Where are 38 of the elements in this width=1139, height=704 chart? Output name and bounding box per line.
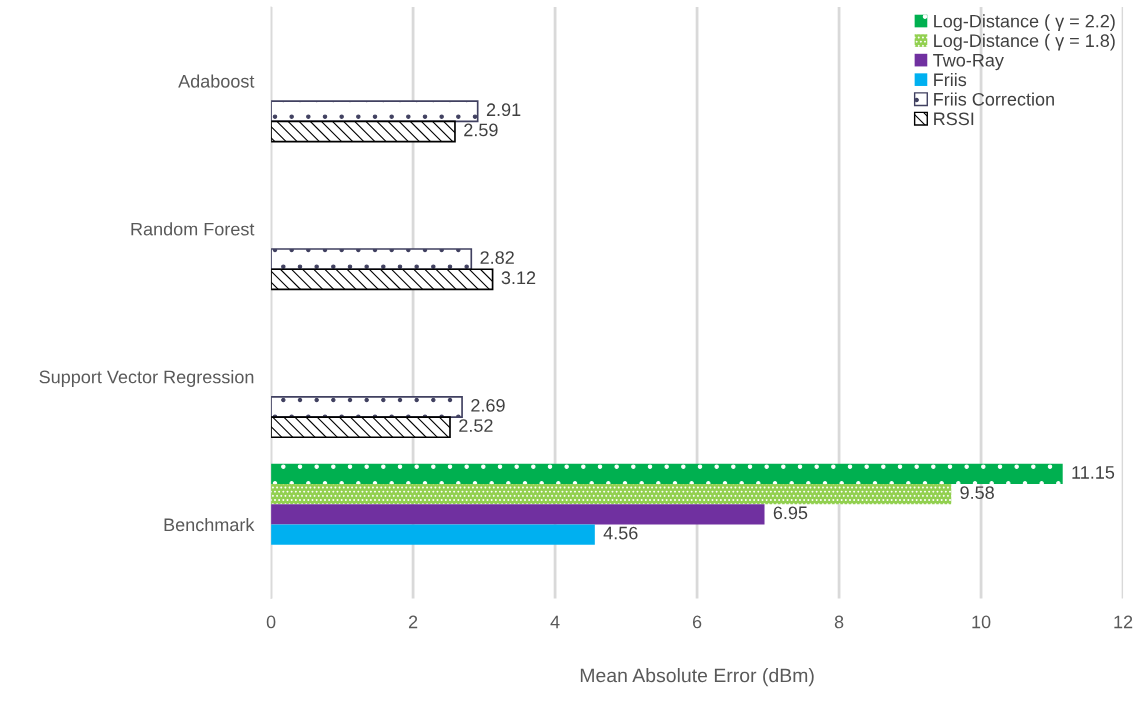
x-tick-label: 0 [266,615,276,629]
bar [271,120,456,143]
bar [271,396,463,418]
data-label: 2.52 [459,419,493,432]
legend-label: RSSI [934,112,974,126]
data-label: 11.15 [1072,466,1115,479]
data-label: 2.59 [464,123,498,137]
y-tick-label: Benchmark [164,517,255,532]
legend-label: Friis Correction [934,92,1054,106]
data-label: 4.56 [603,526,638,540]
bar [271,248,473,271]
x-tick-label: 6 [692,615,702,629]
data-label: 6.95 [773,506,808,520]
data-label: 2.82 [480,251,514,264]
bar [271,484,952,505]
bar [271,100,479,123]
data-label: 2.91 [486,103,521,117]
bar [271,524,595,545]
legend-label: Friis [934,72,967,87]
y-tick-label: Support Vector Regression [39,370,254,387]
data-label: 2.69 [471,399,505,412]
bar [271,268,494,291]
legend-label: Log-Distance ( γ = 2.2) [934,14,1115,32]
x-tick-label: 8 [834,615,844,629]
y-tick-label: Random Forest [131,222,255,236]
data-label: 3.12 [501,271,536,285]
legend-label: Log-Distance ( γ = 1.8) [934,33,1115,51]
x-tick-label: 10 [972,615,991,629]
bar [271,463,1063,485]
legend-label: Two-Ray [933,54,1004,71]
x-tick-label: 12 [1114,615,1133,629]
x-tick-label: 4 [550,615,560,629]
y-tick-label: Adaboost [178,74,255,88]
bar [271,416,451,439]
data-label: 9.58 [960,486,994,500]
x-tick-label: 2 [408,615,418,629]
bar [271,504,765,525]
x-axis-title: Mean Absolute Error (dBm) [580,668,814,687]
